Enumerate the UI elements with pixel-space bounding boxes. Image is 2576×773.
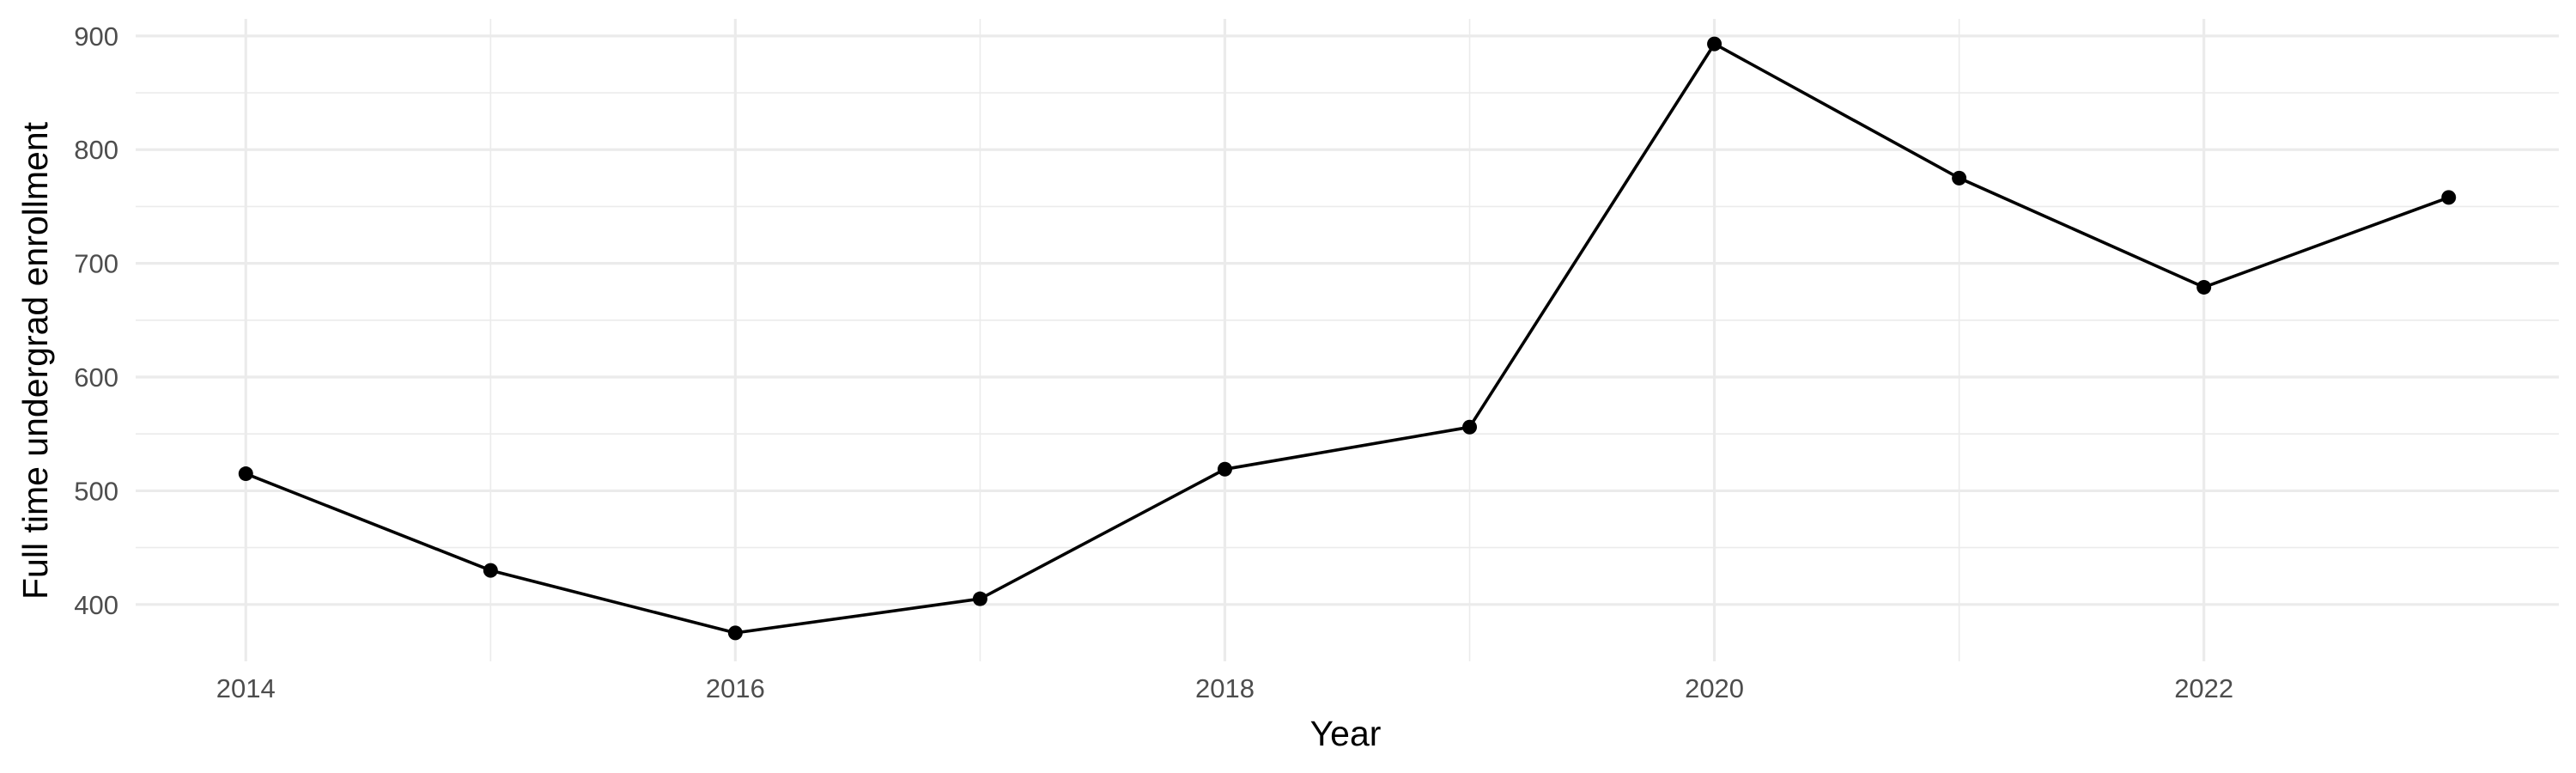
data-point: [1217, 461, 1232, 477]
y-tick-label: 800: [74, 135, 118, 165]
x-axis-tick-labels: 2014 2016 2018 2020 2022: [216, 673, 2233, 703]
data-point: [1707, 36, 1722, 52]
data-point: [238, 466, 253, 482]
y-axis-tick-labels: 400 500 600 700 800 900: [74, 21, 118, 620]
series-line: [245, 42, 2450, 635]
y-tick-label: 700: [74, 249, 118, 279]
data-point: [1462, 419, 1478, 435]
data-point: [727, 625, 743, 641]
data-point: [1952, 170, 1967, 186]
x-tick-label: 2016: [706, 673, 765, 703]
y-tick-label: 900: [74, 21, 118, 52]
data-point: [2196, 279, 2212, 295]
x-tick-label: 2020: [1685, 673, 1744, 703]
minor-gridlines: [136, 19, 2559, 661]
data-point: [972, 591, 987, 606]
y-axis-title: Full time undergrad enrollment: [15, 121, 55, 600]
y-tick-label: 500: [74, 476, 118, 506]
x-tick-label: 2014: [216, 673, 276, 703]
y-tick-label: 400: [74, 590, 118, 620]
data-point: [2441, 190, 2457, 205]
y-tick-label: 600: [74, 362, 118, 393]
x-tick-label: 2022: [2174, 673, 2233, 703]
x-axis-title: Year: [1310, 714, 1382, 753]
series-layer: [238, 36, 2457, 641]
major-gridlines: [136, 19, 2559, 661]
x-tick-label: 2018: [1195, 673, 1255, 703]
data-point: [483, 563, 498, 578]
